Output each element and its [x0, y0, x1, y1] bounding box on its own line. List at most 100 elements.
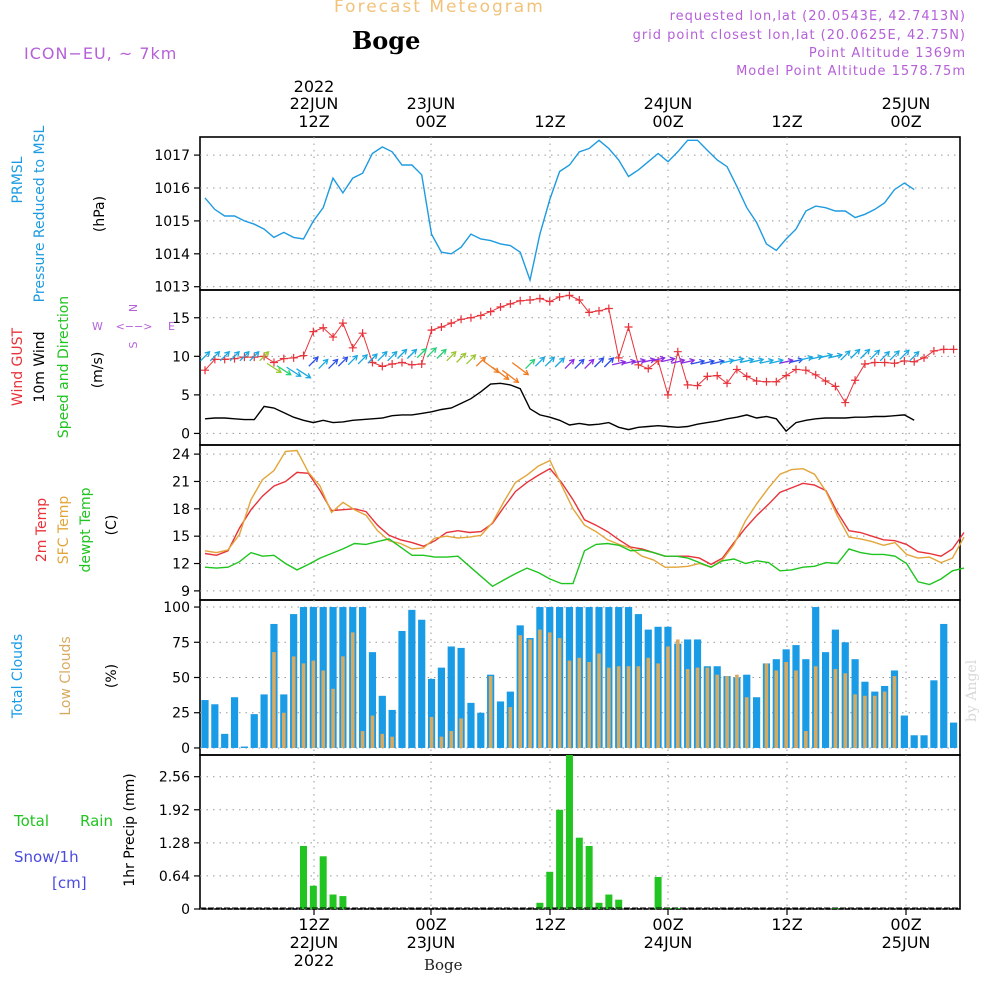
bottom-hour-label: 12Z [298, 915, 329, 934]
low-cloud-bar [843, 673, 848, 748]
y-tick-label: 1.28 [159, 836, 190, 852]
wind-arrow-head [844, 350, 851, 357]
wind-direction-arrow [700, 360, 714, 365]
wind-arrow-head [738, 356, 745, 363]
total-cloud-bar [211, 704, 219, 748]
bottom-hour-label: 12Z [771, 915, 802, 934]
total-cloud-bar [250, 714, 258, 748]
temp-sfc-label: SFC Temp [56, 496, 72, 565]
wind-arrow-head [884, 350, 891, 357]
wind-direction-arrow [612, 361, 626, 366]
low-cloud-bar [547, 632, 552, 748]
wind-arrow-head [874, 349, 881, 356]
low-cloud-bar [321, 670, 325, 748]
temp-dewpt-label: dewpt Temp [78, 487, 94, 572]
wind-arrow-head [295, 371, 302, 377]
y-tick-label: 12 [172, 557, 190, 573]
total-cloud-bar [900, 715, 908, 748]
gust-marker [516, 296, 525, 305]
wind-direction-arrow [603, 357, 614, 368]
wind-direction-arrow [436, 349, 447, 359]
wind-arrow-head [381, 350, 388, 357]
wind-direction-arrow [456, 352, 467, 363]
wind-arrow-head [450, 350, 457, 357]
total-cloud-bar [467, 702, 475, 748]
wind-direction-arrow [209, 351, 220, 362]
wind-direction-arrow [266, 362, 282, 373]
total-cloud-bar [496, 701, 505, 748]
y-tick-label: 15 [172, 311, 190, 327]
gust-marker [486, 307, 495, 316]
low-cloud-bar [813, 666, 818, 748]
total-clouds-label: Total Clouds [10, 634, 26, 719]
temp-line-2 [204, 538, 965, 588]
wind-direction-arrow [286, 366, 302, 377]
model-point-altitude: Model Point Altitude 1578.75m [736, 64, 966, 79]
total-cloud-bar [930, 680, 938, 748]
compass-north: N [127, 304, 140, 312]
wind-direction-arrow [828, 354, 843, 359]
wind-arrow-head [312, 356, 319, 363]
total-cloud-bar [920, 735, 928, 748]
low-cloud-bar [774, 670, 779, 748]
total-cloud-bar [378, 695, 386, 748]
wind-direction-arrow [446, 351, 457, 362]
wind-arrow-head [214, 350, 221, 357]
pressure-line [204, 139, 915, 283]
y-tick-label: 25 [172, 706, 190, 722]
gust-marker [329, 333, 338, 342]
wind-direction-arrow [534, 356, 545, 367]
top-date-label: 22JUN [290, 94, 339, 113]
wind-arrow-head [322, 358, 329, 365]
total-cloud-bar [240, 746, 248, 748]
wind-direction-arrow [229, 351, 240, 362]
wind-direction-arrow [690, 360, 705, 365]
wind-direction-arrow [809, 355, 823, 360]
wind-direction-arrow [308, 356, 319, 367]
pressure-label-msl: Pressure Reduced to MSL [32, 125, 48, 302]
precip-bar [319, 856, 327, 909]
gust-marker [309, 327, 318, 336]
low-cloud-bar [557, 638, 562, 748]
wind-direction-arrow [779, 359, 793, 364]
gust-marker [575, 296, 584, 305]
wind-arrow-head [689, 358, 696, 365]
precip-bar [615, 899, 623, 909]
wind-direction-arrow [465, 354, 476, 365]
low-cloud-bar [449, 731, 454, 748]
gust-marker [427, 326, 436, 335]
y-tick-label: 21 [172, 474, 190, 490]
wind-arrow-head [421, 347, 428, 354]
wind-arrow-head [275, 367, 283, 374]
top-hour-label: 12Z [298, 112, 329, 131]
gust-marker [693, 381, 702, 390]
total-cloud-bar [802, 659, 810, 748]
wind-direction-arrow [357, 354, 368, 365]
low-cloud-bar [892, 676, 897, 748]
wind-direction-arrow [621, 360, 636, 365]
total-cloud-bar [408, 609, 416, 748]
gust-marker [860, 360, 869, 369]
y-tick-label: 50 [172, 671, 190, 687]
wind-direction-arrow [387, 351, 398, 362]
wind-arrow-head [460, 352, 467, 359]
gust-marker [782, 371, 791, 380]
gust-marker [772, 377, 781, 386]
precip-bar [595, 902, 603, 909]
wind-unit-label: (m/s) [90, 352, 106, 389]
gust-marker [476, 311, 485, 320]
low-cloud-bar [656, 663, 660, 748]
y-tick-label: 10 [172, 349, 190, 365]
y-tick-label: 1016 [154, 181, 190, 197]
wind-arrow-head [559, 357, 565, 363]
wind-direction-arrow [710, 360, 724, 365]
gust-marker [713, 371, 722, 380]
y-tick-label: 1014 [154, 247, 190, 263]
low-cloud-bar [705, 667, 710, 748]
wind-direction-arrow [249, 351, 260, 362]
wind-direction-arrow [200, 351, 210, 362]
low-cloud-bar [439, 736, 444, 748]
gust-marker [526, 296, 535, 305]
low-cloud-bar [794, 670, 798, 748]
gust-marker [900, 356, 909, 365]
